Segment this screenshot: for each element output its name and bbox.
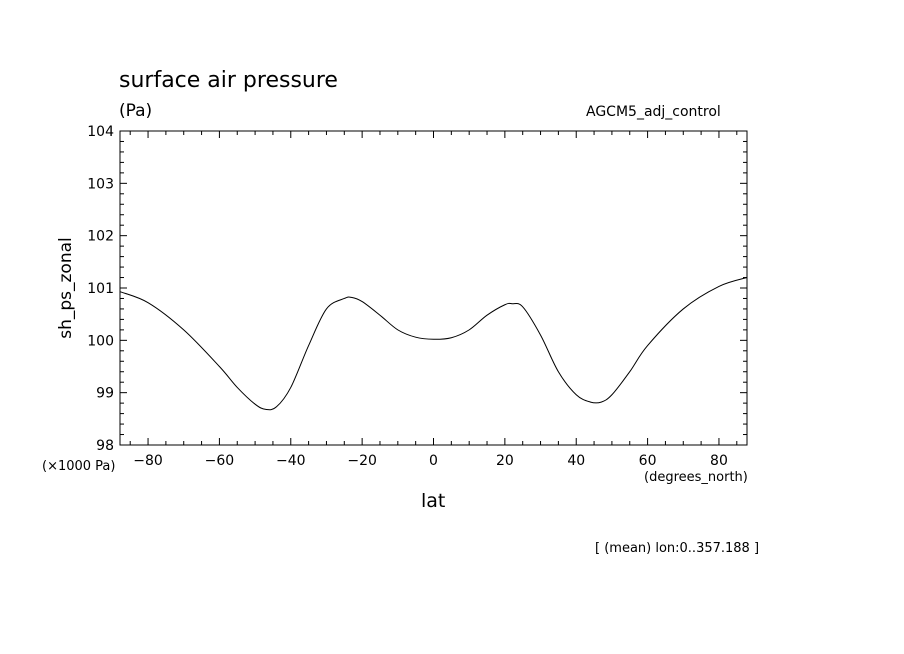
subset-note: [ (mean) lon:0..357.188 ] (595, 541, 760, 556)
x-tick-label: −80 (133, 453, 163, 469)
y-tick-label: 103 (87, 176, 114, 192)
y-tick-labels: 98 99 100 101 102 103 104 (87, 124, 114, 454)
y-axis-scale-label: (×1000 Pa) (42, 459, 116, 474)
y-tick-label: 98 (96, 438, 114, 454)
x-tick-label: −60 (205, 453, 235, 469)
y-tick-label: 100 (87, 333, 114, 349)
x-tick-label: 40 (567, 453, 585, 469)
series-line (119, 277, 748, 411)
dataset-label: AGCM5_adj_control (586, 104, 721, 120)
x-tick-label: 80 (710, 453, 728, 469)
y-tick-label: 104 (87, 124, 114, 140)
x-tick-label: −40 (276, 453, 306, 469)
axis-ticks (120, 130, 747, 446)
y-tick-label: 101 (87, 281, 114, 297)
y-tick-label: 102 (87, 229, 114, 245)
x-tick-label: −20 (347, 453, 377, 469)
x-tick-label: 60 (639, 453, 657, 469)
chart-title: surface air pressure (119, 68, 338, 93)
chart-units-label: (Pa) (119, 101, 153, 121)
x-tick-label: 0 (429, 453, 438, 469)
x-axis-label: lat (421, 490, 446, 512)
y-tick-label: 99 (96, 386, 114, 402)
plot-frame (119, 130, 748, 446)
x-tick-labels: −80 −60 −40 −20 0 20 40 60 80 (133, 453, 728, 469)
x-axis-units-label: (degrees_north) (644, 470, 748, 485)
x-tick-label: 20 (496, 453, 514, 469)
